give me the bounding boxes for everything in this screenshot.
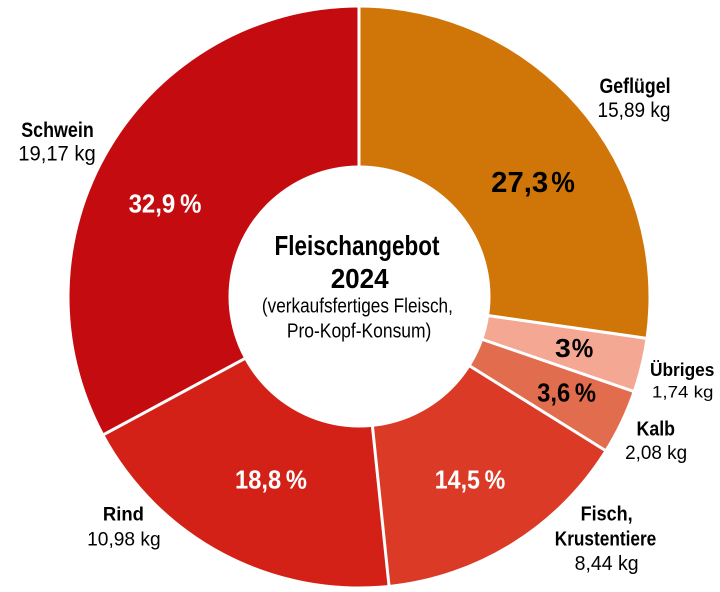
svg-text:1,74 kg: 1,74 kg <box>652 382 714 401</box>
svg-text:2,08 kg: 2,08 kg <box>625 443 687 464</box>
svg-text:%: % <box>572 333 594 363</box>
svg-text:2024: 2024 <box>331 263 389 294</box>
svg-text:(verkaufsfertiges Fleisch,: (verkaufsfertiges Fleisch, <box>262 296 453 318</box>
svg-text:Kalb: Kalb <box>637 418 676 441</box>
svg-text:Geflügel: Geflügel <box>600 75 671 98</box>
svg-text:18,8 %: 18,8 % <box>235 464 307 494</box>
svg-text:19,17 kg: 19,17 kg <box>18 143 96 166</box>
svg-text:Übriges: Übriges <box>650 360 715 380</box>
svg-text:Fleischangebot: Fleischangebot <box>275 230 440 261</box>
svg-text:3,6 %: 3,6 % <box>537 378 596 408</box>
svg-text:8,44 kg: 8,44 kg <box>575 552 639 575</box>
svg-text:3: 3 <box>555 333 571 363</box>
svg-text:Pro-Kopf-Konsum): Pro-Kopf-Konsum) <box>287 321 432 343</box>
svg-text:%: % <box>551 167 575 199</box>
svg-text:14,5 %: 14,5 % <box>435 465 506 495</box>
svg-text:Rind: Rind <box>103 504 144 526</box>
svg-text:Schwein: Schwein <box>21 119 94 142</box>
svg-text:15,89 kg: 15,89 kg <box>598 99 671 122</box>
svg-text:Fisch,: Fisch, <box>581 503 633 525</box>
svg-text:10,98 kg: 10,98 kg <box>87 529 161 551</box>
svg-text:Krustentiere: Krustentiere <box>555 528 657 550</box>
svg-text:32,9 %: 32,9 % <box>129 189 202 219</box>
svg-text:27,3: 27,3 <box>491 167 548 199</box>
